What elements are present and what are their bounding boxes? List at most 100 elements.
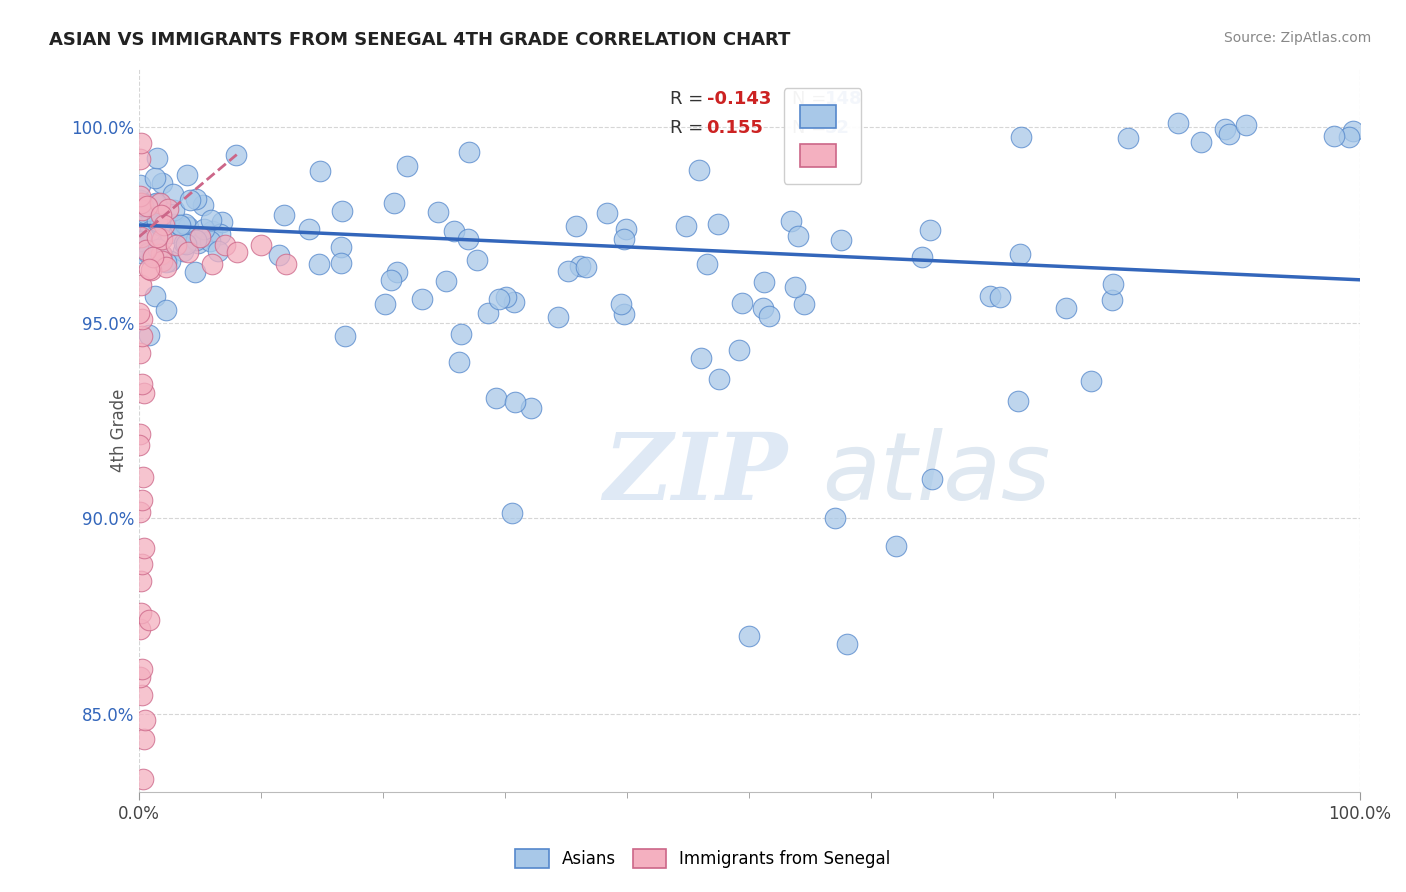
Text: ZIP: ZIP xyxy=(603,429,787,519)
Point xyxy=(250,237,273,252)
Point xyxy=(129,427,152,442)
Point xyxy=(138,613,160,627)
Point xyxy=(138,245,160,260)
Point xyxy=(152,218,174,232)
Legend: Asians, Immigrants from Senegal: Asians, Immigrants from Senegal xyxy=(509,842,897,875)
Point xyxy=(613,307,636,321)
Point xyxy=(129,215,152,229)
Point xyxy=(596,206,619,220)
Point xyxy=(569,259,592,273)
Point xyxy=(707,372,730,386)
Point xyxy=(129,574,152,589)
Point xyxy=(146,151,169,165)
Point xyxy=(174,236,197,251)
Point xyxy=(214,237,236,252)
Point xyxy=(135,243,157,257)
Point xyxy=(129,505,152,519)
Point xyxy=(308,163,330,178)
Point xyxy=(165,237,187,252)
Point xyxy=(129,188,152,202)
Text: atlas: atlas xyxy=(823,428,1050,519)
Point xyxy=(1008,247,1031,261)
Text: R =: R = xyxy=(671,119,714,136)
Point xyxy=(173,217,195,231)
Point xyxy=(139,227,162,242)
Point xyxy=(191,198,214,212)
Point xyxy=(149,218,172,232)
Point xyxy=(143,289,166,303)
Point xyxy=(134,206,156,220)
Point xyxy=(131,246,153,260)
Text: 148: 148 xyxy=(825,90,863,108)
Point xyxy=(142,250,165,264)
Point xyxy=(135,199,157,213)
Point xyxy=(194,229,217,244)
Point xyxy=(184,265,207,279)
Point xyxy=(150,199,173,213)
Point xyxy=(830,233,852,247)
Point xyxy=(187,236,209,251)
Point xyxy=(131,492,153,507)
Point xyxy=(503,295,526,310)
Point xyxy=(177,245,200,260)
Point xyxy=(146,214,169,228)
Point xyxy=(193,222,215,236)
Point xyxy=(308,257,330,271)
Point xyxy=(201,257,224,271)
Point xyxy=(128,306,150,320)
Point xyxy=(1337,130,1360,145)
Text: N =: N = xyxy=(792,119,832,136)
Point xyxy=(1341,123,1364,137)
Point xyxy=(457,232,479,246)
Point xyxy=(1101,293,1123,308)
Point xyxy=(274,257,297,271)
Point xyxy=(335,329,357,343)
Point xyxy=(575,260,598,274)
Point xyxy=(159,253,181,268)
Point xyxy=(134,197,156,211)
Point xyxy=(1116,130,1139,145)
Point xyxy=(477,306,499,320)
Point xyxy=(179,193,201,207)
Y-axis label: 4th Grade: 4th Grade xyxy=(110,389,128,472)
Point xyxy=(565,219,588,233)
Point xyxy=(979,289,1001,303)
Point xyxy=(131,662,153,676)
Point xyxy=(138,328,160,343)
Point xyxy=(411,292,433,306)
Point xyxy=(920,223,942,237)
Point xyxy=(155,260,177,274)
Point xyxy=(450,327,472,342)
Point xyxy=(298,221,321,235)
Point xyxy=(485,392,508,406)
Point xyxy=(200,213,222,227)
Point xyxy=(495,290,517,304)
Point xyxy=(163,218,186,232)
Point xyxy=(149,208,172,222)
Point xyxy=(443,224,465,238)
Point xyxy=(150,231,173,245)
Point xyxy=(1007,394,1029,409)
Point xyxy=(752,301,775,315)
Point xyxy=(150,254,173,268)
Point xyxy=(143,171,166,186)
Point xyxy=(169,219,191,233)
Point xyxy=(209,227,232,241)
Text: N =: N = xyxy=(792,90,832,108)
Point xyxy=(184,233,207,247)
Text: R =: R = xyxy=(671,90,709,108)
Point xyxy=(143,197,166,211)
Point xyxy=(503,395,526,409)
Point xyxy=(155,302,177,317)
Point xyxy=(131,688,153,702)
Point xyxy=(1234,118,1257,132)
Point xyxy=(330,240,353,254)
Point xyxy=(132,199,155,213)
Point xyxy=(138,261,160,276)
Point xyxy=(149,196,172,211)
Point xyxy=(1010,130,1032,145)
Point xyxy=(150,176,173,190)
Point xyxy=(146,229,169,244)
Point xyxy=(675,219,697,233)
Point xyxy=(1101,277,1123,292)
